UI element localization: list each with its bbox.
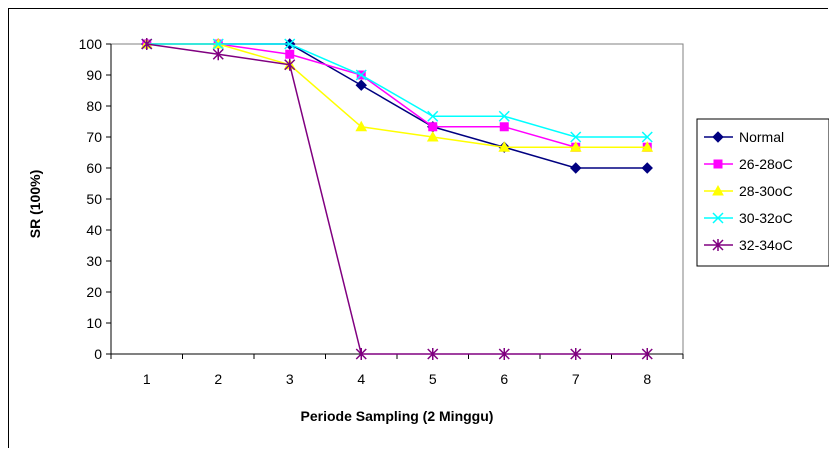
y-tick-label: 50 [86, 191, 102, 207]
x-tick-label: 7 [572, 371, 580, 387]
x-axis-title: Periode Sampling (2 Minggu) [301, 408, 494, 424]
data-point [428, 122, 438, 132]
legend-marker [713, 159, 723, 169]
data-point [426, 130, 439, 142]
y-tick-label: 20 [86, 284, 102, 300]
data-point [212, 38, 224, 50]
x-tick-label: 8 [643, 371, 651, 387]
data-point [498, 348, 510, 360]
chart-frame [8, 8, 828, 448]
data-point [284, 58, 296, 71]
data-point [570, 162, 582, 174]
data-point [570, 131, 582, 143]
legend-label: 32-34oC [739, 237, 793, 253]
plot-border [110, 43, 684, 355]
y-tick-label: 70 [86, 129, 102, 145]
data-point [641, 162, 653, 174]
x-tick-label: 6 [500, 371, 508, 387]
legend-marker [712, 184, 724, 196]
legend-entry: 28-30oC [704, 183, 793, 199]
data-point [569, 141, 582, 152]
legend-entry: 26-28oC [704, 156, 793, 172]
data-point [355, 69, 367, 81]
data-point [427, 110, 439, 122]
data-point [355, 120, 368, 132]
legend-marker [712, 131, 724, 143]
data-point [499, 122, 509, 132]
legend-entry: 30-32oC [704, 210, 793, 226]
data-point [427, 348, 439, 360]
y-tick-label: 90 [86, 67, 102, 83]
data-point [498, 141, 511, 152]
data-point [641, 141, 654, 152]
data-point [498, 110, 510, 122]
y-tick-label: 40 [86, 222, 102, 238]
data-point [641, 348, 653, 360]
legend-entry: Normal [704, 129, 784, 145]
data-point [285, 49, 295, 59]
x-tick-label: 3 [286, 371, 294, 387]
data-point [641, 131, 653, 143]
legend-label: 28-30oC [739, 183, 793, 199]
legend-label: 26-28oC [739, 156, 793, 172]
x-tick-label: 2 [214, 371, 222, 387]
data-point [570, 348, 582, 360]
series-5 [141, 38, 653, 360]
y-axis-title: SR (100%) [27, 170, 43, 238]
series-line [146, 43, 648, 148]
x-tick-label: 1 [143, 371, 151, 387]
data-point [212, 48, 224, 61]
series-line [146, 43, 648, 138]
series-line [146, 43, 648, 148]
legend: Normal 26-28oC 28-30oC 30-32oC 32-34oC [696, 118, 829, 267]
y-tick-label: 0 [94, 346, 102, 362]
y-tick-label: 100 [79, 36, 103, 52]
x-tick-label: 4 [357, 371, 365, 387]
x-tick-label: 5 [429, 371, 437, 387]
legend-marker [712, 239, 724, 251]
y-tick-label: 10 [86, 315, 102, 331]
legend-marker [712, 212, 724, 224]
data-point [355, 79, 367, 91]
data-point [284, 38, 296, 50]
legend-entry: 32-34oC [704, 237, 793, 253]
y-tick-label: 60 [86, 160, 102, 176]
y-tick-label: 80 [86, 98, 102, 114]
plot-area: 0 10 20 30 40 50 60 70 80 90 100 1 2 3 4 5 6 7 8 [79, 36, 684, 387]
series-line [146, 43, 648, 355]
y-tick-label: 30 [86, 253, 102, 269]
legend-label: 30-32oC [739, 210, 793, 226]
legend-label: Normal [739, 129, 784, 145]
data-point [355, 348, 367, 360]
data-point [141, 38, 153, 50]
